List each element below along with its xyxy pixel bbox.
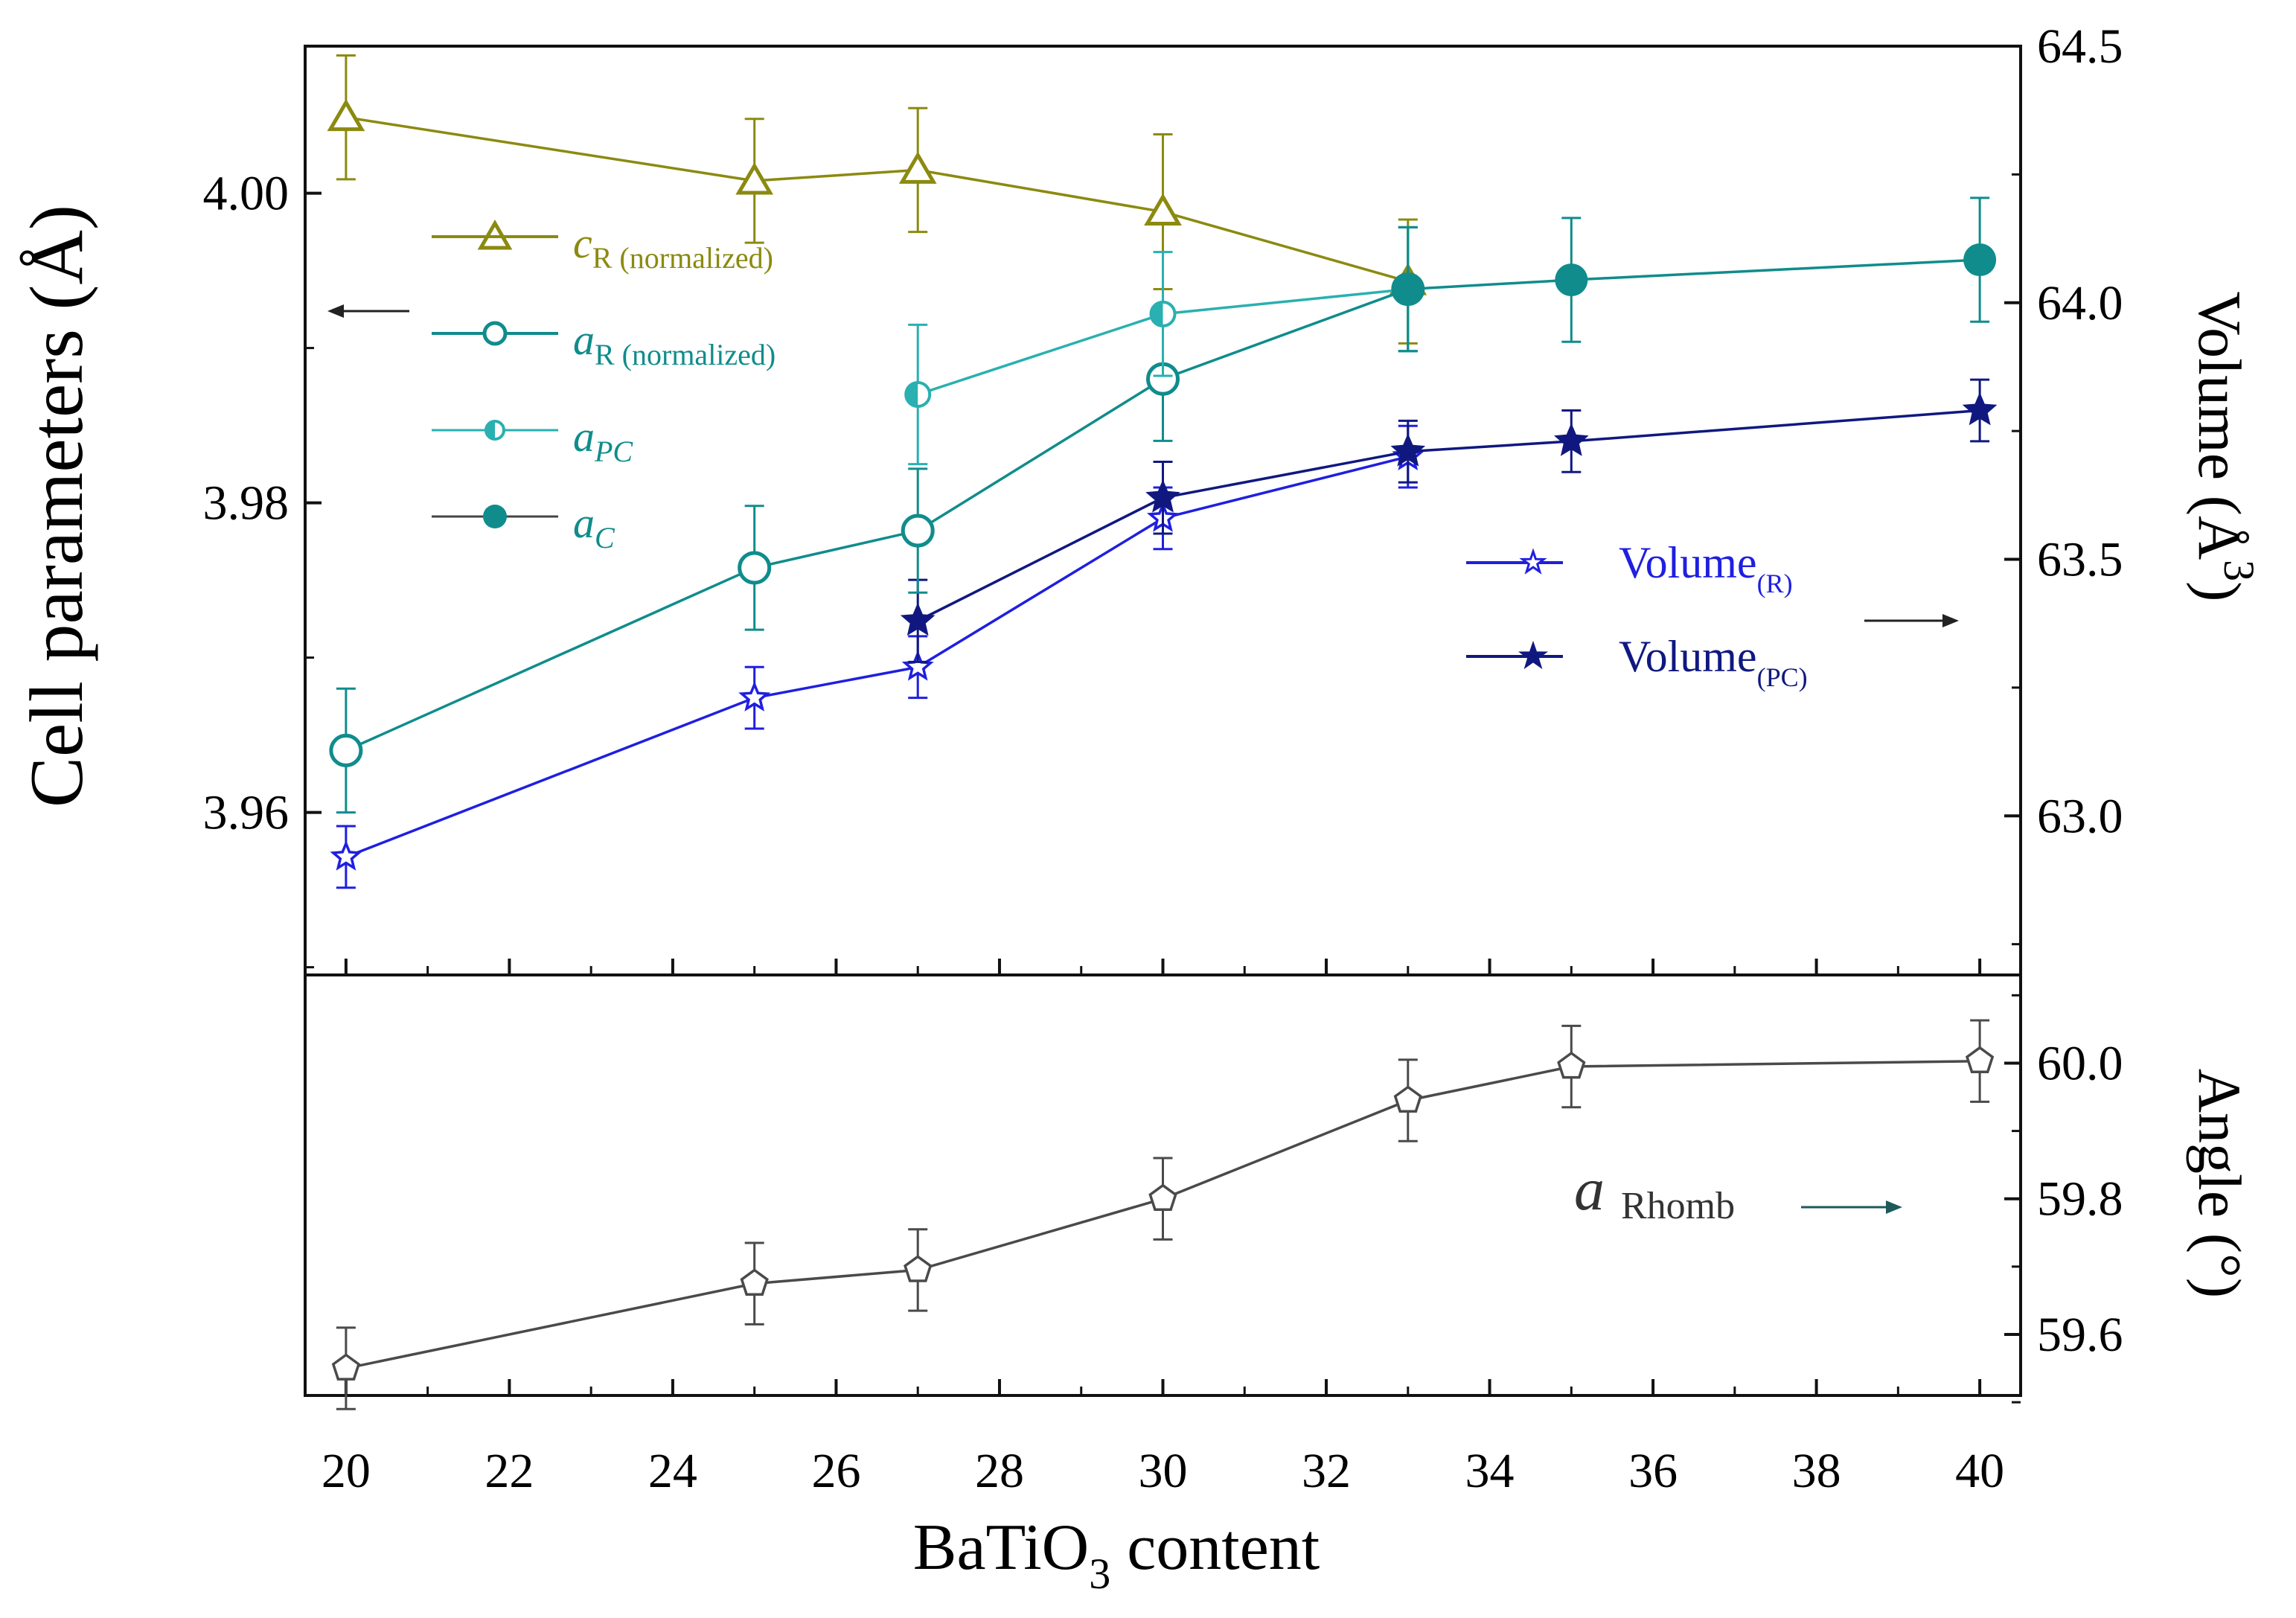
series-a-r-normalized-point — [738, 551, 772, 585]
series-a-r-normalized-point — [329, 733, 363, 767]
x-tick-label: 38 — [1792, 1444, 1841, 1498]
series-a-c-point — [1963, 243, 1997, 277]
x-tick-label: 34 — [1465, 1444, 1515, 1498]
legend-sub-a-c: C — [595, 521, 615, 554]
y-right-tick-label: 63.0 — [2037, 789, 2123, 843]
angle-tick-label: 59.8 — [2037, 1172, 2123, 1227]
x-tick-label: 28 — [975, 1444, 1024, 1498]
legend-marker-volume-r — [1519, 548, 1547, 575]
series-c-r-normalized-point — [1144, 193, 1182, 226]
series-a-pc-point — [904, 381, 932, 408]
series-c-r-normalized-point — [898, 151, 937, 184]
angle-axis-title: Angle (°) — [2186, 1069, 2254, 1298]
series-volume-pc-point — [1553, 423, 1589, 456]
series-a-c-point — [1555, 263, 1588, 297]
legend-marker-a-r — [482, 321, 508, 346]
x-axis-title: BaTiO3 content — [913, 1512, 1320, 1598]
ticks-layer: 20 22 24 26 28 30 32 34 36 38 40 3.96 3.98 4.00 63.0 63… — [203, 19, 2123, 1498]
legend-right: Volume(R) Volume(PC) — [1466, 538, 1959, 692]
y-left-axis-title: Cell parameters (Å) — [15, 205, 99, 808]
series-angle-rhomb-point — [904, 1255, 933, 1282]
series-a-pc-point — [1149, 300, 1177, 327]
legend-sub-c-r: R (normalized) — [592, 241, 773, 275]
series-a-r-normalized-point — [901, 514, 935, 548]
series-layer — [327, 54, 1998, 1410]
legend-sub-a-r: R (normalized) — [595, 338, 776, 371]
angle-series-label: a Rhomb — [1574, 1155, 1735, 1227]
x-axis-title-sub: 3 — [1089, 1550, 1110, 1598]
x-tick-label: 22 — [485, 1444, 534, 1498]
series-volume-r-point — [738, 681, 771, 712]
series-volume-pc-point — [900, 602, 936, 636]
legend-label-volume-r: Volume(R) — [1619, 538, 1793, 598]
series-a-c-point — [1391, 272, 1424, 306]
half-circle-fill — [906, 383, 918, 406]
series-volume-pc-point — [1145, 479, 1180, 513]
angle-series-sub: Rhomb — [1621, 1185, 1735, 1227]
x-tick-label: 26 — [811, 1444, 860, 1498]
x-tick-label: 24 — [648, 1444, 697, 1498]
y-left-tick-label: 4.00 — [203, 167, 290, 221]
x-tick-label: 20 — [322, 1444, 371, 1498]
y-right-tick-label: 64.5 — [2037, 19, 2123, 74]
legend-left: cR (normalized) aR (normalized) aPC aC — [432, 219, 776, 554]
y-right-tick-label: 64.0 — [2037, 276, 2123, 330]
y-right-axis-title: Volume (Å3) — [2186, 292, 2263, 602]
legend-marker-a-c — [483, 505, 507, 528]
y-right-axis-title-end: ) — [2186, 581, 2254, 601]
legend-marker-c-r — [477, 219, 513, 250]
legend-label-volume-pc: Volume(PC) — [1619, 632, 1808, 692]
series-volume-pc-point — [1390, 433, 1426, 467]
angle-legend: a Rhomb — [1574, 1155, 1902, 1227]
legend-sub-volume-pc: (PC) — [1757, 662, 1808, 692]
series-c-r-normalized-point — [735, 162, 774, 195]
left-axis-arrow — [327, 304, 409, 318]
angle-tick-label: 59.6 — [2037, 1308, 2123, 1362]
series-volume-r-point — [330, 840, 362, 871]
y-left-tick-label: 3.98 — [203, 476, 290, 531]
legend-label-a-pc: aPC — [573, 412, 633, 468]
x-tick-label: 36 — [1628, 1444, 1678, 1498]
legend-marker-volume-pc — [1518, 640, 1549, 670]
legend-label-c-r: cR (normalized) — [573, 219, 773, 275]
y-left-tick-label: 3.96 — [203, 786, 290, 840]
half-circle-fill — [1151, 301, 1163, 326]
y-right-tick-label: 63.5 — [2037, 533, 2123, 587]
y-right-axis-title-sup: 3 — [2215, 560, 2263, 581]
angle-tick-label: 60.0 — [2037, 1036, 2123, 1090]
series-volume-pc-point — [1962, 391, 1998, 426]
x-tick-label: 40 — [1955, 1444, 2004, 1498]
legend-sub-volume-r: (R) — [1757, 569, 1793, 598]
series-angle-rhomb-point — [740, 1268, 769, 1296]
x-tick-label: 30 — [1139, 1444, 1188, 1498]
x-axis-title-rest: content — [1110, 1512, 1320, 1584]
legend-sub-a-pc: PC — [594, 435, 633, 468]
series-c-r-normalized-point — [327, 98, 365, 132]
series-angle-rhomb-point — [331, 1353, 361, 1381]
series-angle-rhomb-point — [1148, 1183, 1177, 1212]
legend-label-a-r: aR (normalized) — [573, 316, 776, 371]
series-angle-rhomb-point — [1557, 1051, 1586, 1079]
x-tick-label: 32 — [1302, 1444, 1351, 1498]
series-angle-rhomb-point — [1965, 1046, 1995, 1074]
series-angle-rhomb-point — [1393, 1085, 1422, 1113]
legend-label-a-c: aC — [573, 499, 615, 554]
